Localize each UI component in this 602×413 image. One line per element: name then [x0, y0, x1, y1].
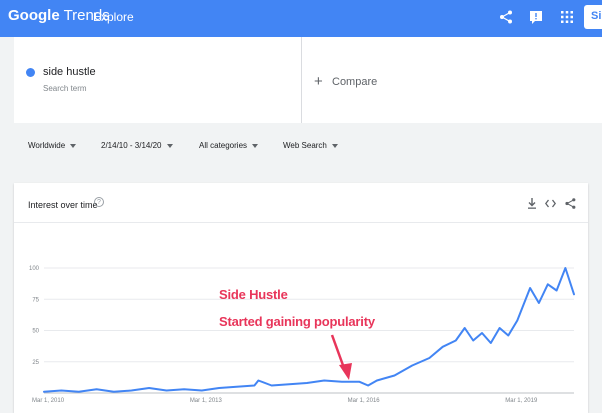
- dropdown-caret-icon: [166, 143, 173, 148]
- x-tick-label: Mar 1, 2013: [190, 398, 223, 404]
- x-tick-label: Mar 1, 2016: [348, 398, 381, 404]
- compare-card[interactable]: + Compare: [302, 37, 602, 123]
- embed-code-icon[interactable]: [544, 197, 556, 209]
- dropdown-caret-icon: [70, 143, 77, 148]
- region-filter-label: Worldwide: [28, 141, 66, 150]
- logo-product: Trends: [63, 7, 110, 24]
- y-tick-label: 75: [32, 297, 39, 303]
- series-line: [43, 267, 575, 393]
- y-tick-label: 100: [29, 266, 40, 272]
- google-trends-logo[interactable]: Google Trends: [8, 7, 110, 24]
- search-term-card[interactable]: side hustle Search term: [14, 37, 302, 123]
- search-term-name[interactable]: side hustle: [43, 66, 96, 78]
- annotation-arrow-shaft: [330, 334, 346, 369]
- share-icon[interactable]: [564, 197, 576, 209]
- account-button[interactable]: Si: [584, 5, 602, 29]
- share-icon[interactable]: [497, 7, 515, 27]
- apps-grid-icon[interactable]: [558, 7, 576, 27]
- plus-icon: +: [314, 73, 323, 90]
- search-term-type: Search term: [43, 84, 87, 93]
- search-type-filter-label: Web Search: [283, 141, 327, 150]
- download-icon[interactable]: [526, 197, 538, 209]
- annotation-line-1: Side Hustle: [219, 287, 288, 302]
- card-title: Interest over time: [28, 200, 98, 210]
- x-tick-label: Mar 1, 2019: [505, 398, 538, 404]
- x-tick-label: Mar 1, 2010: [32, 398, 65, 404]
- help-icon[interactable]: ?: [94, 197, 104, 207]
- annotation-arrow-head: [339, 363, 352, 380]
- interest-over-time-card: Interest over time ? 25 50 75 100 Mar 1, 20…: [14, 183, 588, 413]
- card-header: Interest over time ?: [14, 183, 588, 223]
- search-type-filter[interactable]: Web Search: [283, 141, 338, 150]
- category-filter-label: All categories: [199, 141, 248, 150]
- compare-label[interactable]: Compare: [332, 76, 378, 88]
- top-app-bar: Google Trends Explore Si: [0, 0, 602, 37]
- date-range-filter[interactable]: 2/14/10 - 3/14/20: [101, 141, 173, 150]
- dropdown-caret-icon: [331, 143, 338, 148]
- y-tick-label: 50: [32, 329, 39, 335]
- date-range-filter-label: 2/14/10 - 3/14/20: [101, 141, 162, 150]
- logo-brand: Google: [8, 7, 60, 24]
- annotation-line-2: Started gaining popularity: [219, 314, 375, 329]
- interest-line-chart: 25 50 75 100 Mar 1, 2010 Mar 1, 2013 Mar 1, 2…: [29, 266, 575, 404]
- feedback-icon[interactable]: [527, 7, 545, 27]
- region-filter[interactable]: Worldwide: [28, 141, 77, 150]
- dropdown-caret-icon: [252, 143, 259, 148]
- nav-explore[interactable]: Explore: [93, 10, 134, 24]
- series-color-dot: [26, 68, 35, 77]
- category-filter[interactable]: All categories: [199, 141, 259, 150]
- y-tick-label: 25: [32, 360, 39, 366]
